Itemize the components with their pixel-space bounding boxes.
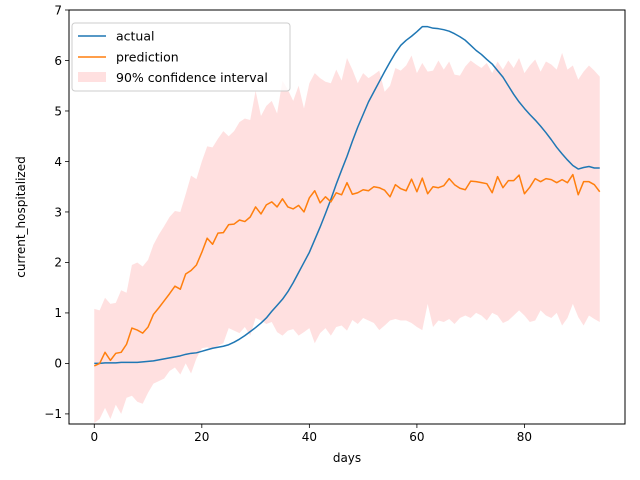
x-tick-label: 0	[90, 430, 98, 444]
y-tick-label: −1	[44, 407, 62, 421]
y-tick-label: 3	[54, 205, 62, 219]
legend-swatch-confidence-interval	[78, 72, 106, 82]
y-axis: −1 0 1 2 3 4 5 6 7	[44, 3, 69, 421]
series-line-actual	[94, 25, 600, 365]
legend-label-actual: actual	[116, 29, 155, 44]
x-axis-label: days	[333, 451, 361, 465]
confidence-interval-band	[94, 52, 600, 423]
legend-box	[71, 22, 291, 92]
y-tick-label: 6	[54, 54, 62, 68]
plot-area	[93, 25, 601, 423]
y-axis-label: current_hospitalized	[14, 156, 28, 277]
y-tick-label: 7	[54, 3, 62, 17]
legend: actual prediction 90% confidence interva…	[71, 22, 291, 92]
x-tick-label: 80	[517, 430, 532, 444]
x-tick-label: 20	[194, 430, 209, 444]
legend-label-prediction: prediction	[116, 50, 179, 65]
series-line-prediction	[93, 173, 601, 367]
y-tick-label: 2	[54, 256, 62, 270]
x-tick-label: 60	[409, 430, 424, 444]
axes-frame	[68, 9, 626, 425]
y-tick-label: 1	[54, 306, 62, 320]
y-tick-label: 4	[54, 155, 62, 169]
y-tick-label: 5	[54, 104, 62, 118]
x-axis: 0 20 40 60 80	[90, 424, 532, 444]
y-tick-label: 0	[54, 357, 62, 371]
x-tick-label: 40	[302, 430, 317, 444]
legend-label-confidence-interval: 90% confidence interval	[116, 70, 268, 85]
